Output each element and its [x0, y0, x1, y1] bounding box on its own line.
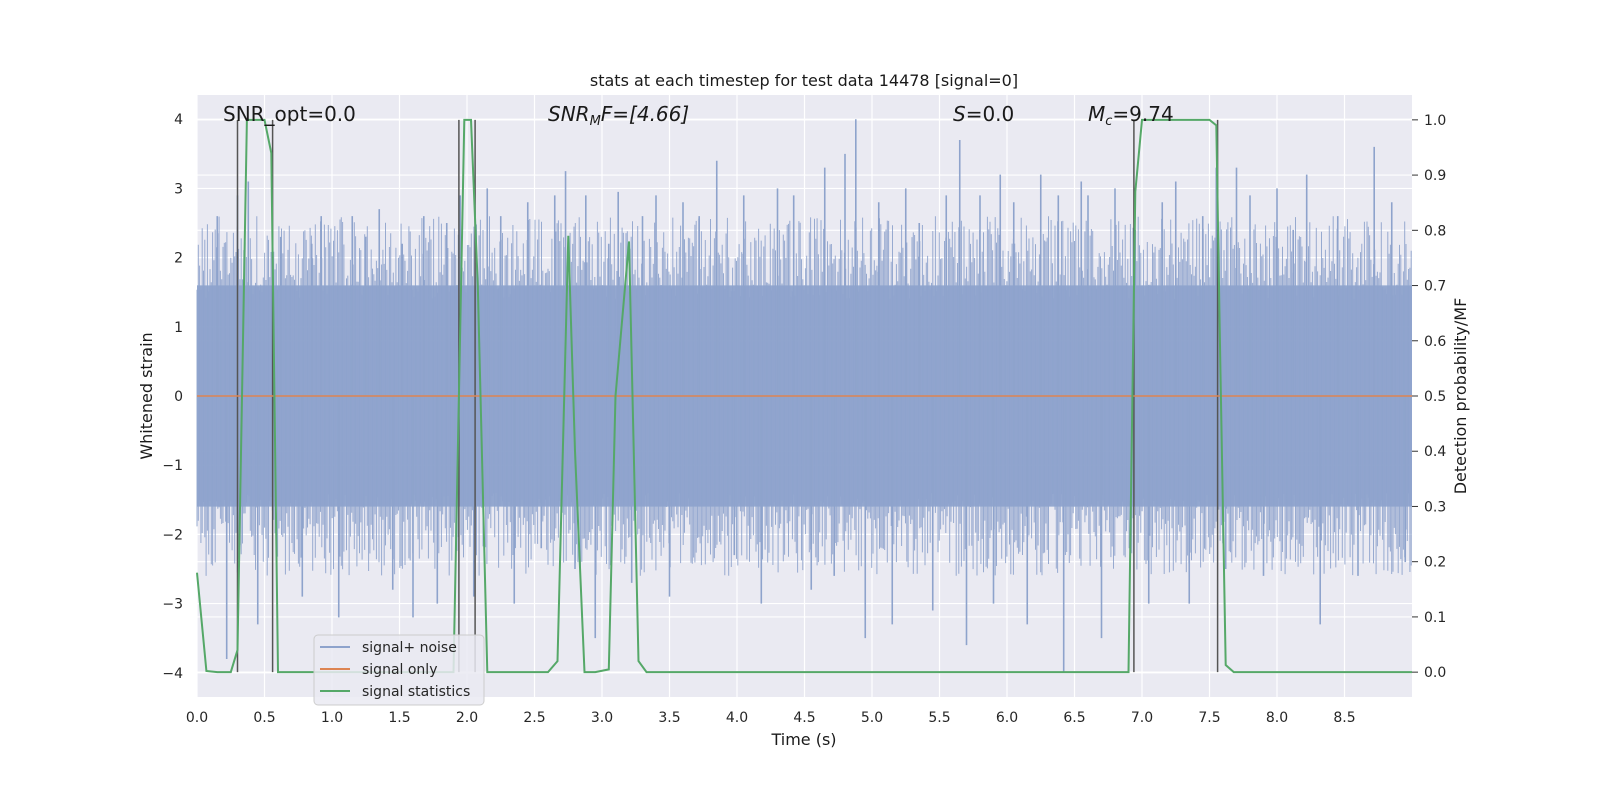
annotation-s-tail: =0.0 [966, 102, 1015, 126]
x-tick-label: 8.0 [1266, 710, 1288, 726]
series-signal-statistics [196, 118, 1412, 674]
annotation-snr-mf: SNRMF=[4.66] [548, 102, 689, 129]
x-tick-label: 4.5 [793, 710, 815, 726]
x-tick-label: 6.5 [1063, 710, 1085, 726]
x-tick-label: 0.0 [186, 710, 208, 726]
series-signal-noise-spikes [216, 119, 1407, 673]
legend-box [313, 634, 485, 706]
x-tick-label: 0.5 [253, 710, 275, 726]
x-tick-label: 3.5 [658, 710, 680, 726]
x-tick-label: 2.0 [456, 710, 478, 726]
annotation-snr-mf-sub: M [590, 114, 601, 129]
chart-title: stats at each timestep for test data 144… [590, 71, 1018, 90]
annotation-s-main: S [953, 102, 966, 126]
annotation-snr-opt: SNR_opt=0.0 [223, 102, 356, 126]
annotation-mc: Mc=9.74 [1088, 102, 1174, 129]
annotation-mc-tail: =9.74 [1112, 102, 1173, 126]
y-tick-label-left: 2 [174, 251, 183, 267]
legend: signal+ noise signal only signal statist… [313, 634, 485, 706]
x-tick-label: 4.0 [726, 710, 748, 726]
x-tick-label: 5.5 [928, 710, 950, 726]
annotation-mc-sub: c [1105, 114, 1112, 129]
legend-label-signal-noise: signal+ noise [362, 640, 457, 656]
y-tick-label-left: 3 [174, 181, 183, 197]
x-axis-label: Time (s) [770, 730, 836, 749]
y-tick-label-right: 0.3 [1424, 499, 1446, 515]
y-tick-label-right: 0.7 [1424, 279, 1446, 295]
y-tick-label-right: 0.1 [1424, 610, 1446, 626]
y-tick-label-right: 0.6 [1424, 334, 1446, 350]
signal-statistics-line [196, 118, 1412, 674]
legend-label-signal-only: signal only [362, 662, 437, 678]
legend-label-signal-statistics: signal statistics [362, 684, 470, 700]
x-tick-label: 5.0 [861, 710, 883, 726]
y-tick-label-right: 0.2 [1424, 555, 1446, 571]
y-tick-label-right: 0.5 [1424, 389, 1446, 405]
y-axis-label-right: Detection probability/MF [1451, 298, 1470, 495]
y-tick-label-left: −2 [162, 527, 183, 543]
x-tick-label: 7.0 [1131, 710, 1153, 726]
y-tick-label-left: −4 [162, 666, 183, 682]
x-tick-label: 1.0 [321, 710, 343, 726]
annotation-snr-mf-main: SNR [548, 102, 590, 126]
y-tick-label-right: 0.9 [1424, 168, 1446, 184]
x-tick-label: 8.5 [1333, 710, 1355, 726]
y-axis-label-left: Whitened strain [137, 332, 156, 459]
y-tick-label-right: 0.0 [1424, 665, 1446, 681]
x-tick-label: 6.0 [996, 710, 1018, 726]
annotation-mc-main: M [1088, 102, 1105, 126]
y-tick-label-left: 0 [174, 389, 183, 405]
y-tick-label-right: 0.8 [1424, 223, 1446, 239]
y-tick-label-left: −3 [162, 597, 183, 613]
y-tick-label-left: 4 [174, 112, 183, 128]
x-tick-label: 2.5 [523, 710, 545, 726]
axis-ticks: 0.0 0.5 1.0 1.5 2.0 2.5 3.0 3.5 4.0 4.5 5.0 5.5 6.0 6… [162, 112, 1446, 726]
x-tick-label: 1.5 [388, 710, 410, 726]
y-tick-label-left: −1 [162, 458, 183, 474]
y-tick-label-right: 1.0 [1424, 113, 1446, 129]
annotation-s: S=0.0 [953, 102, 1014, 126]
x-tick-label: 3.0 [591, 710, 613, 726]
y-tick-label-right: 0.4 [1424, 444, 1446, 460]
annotation-snr-mf-tail: F=[4.66] [601, 102, 689, 126]
x-tick-label: 7.5 [1198, 710, 1220, 726]
y-tick-label-left: 1 [174, 320, 183, 336]
